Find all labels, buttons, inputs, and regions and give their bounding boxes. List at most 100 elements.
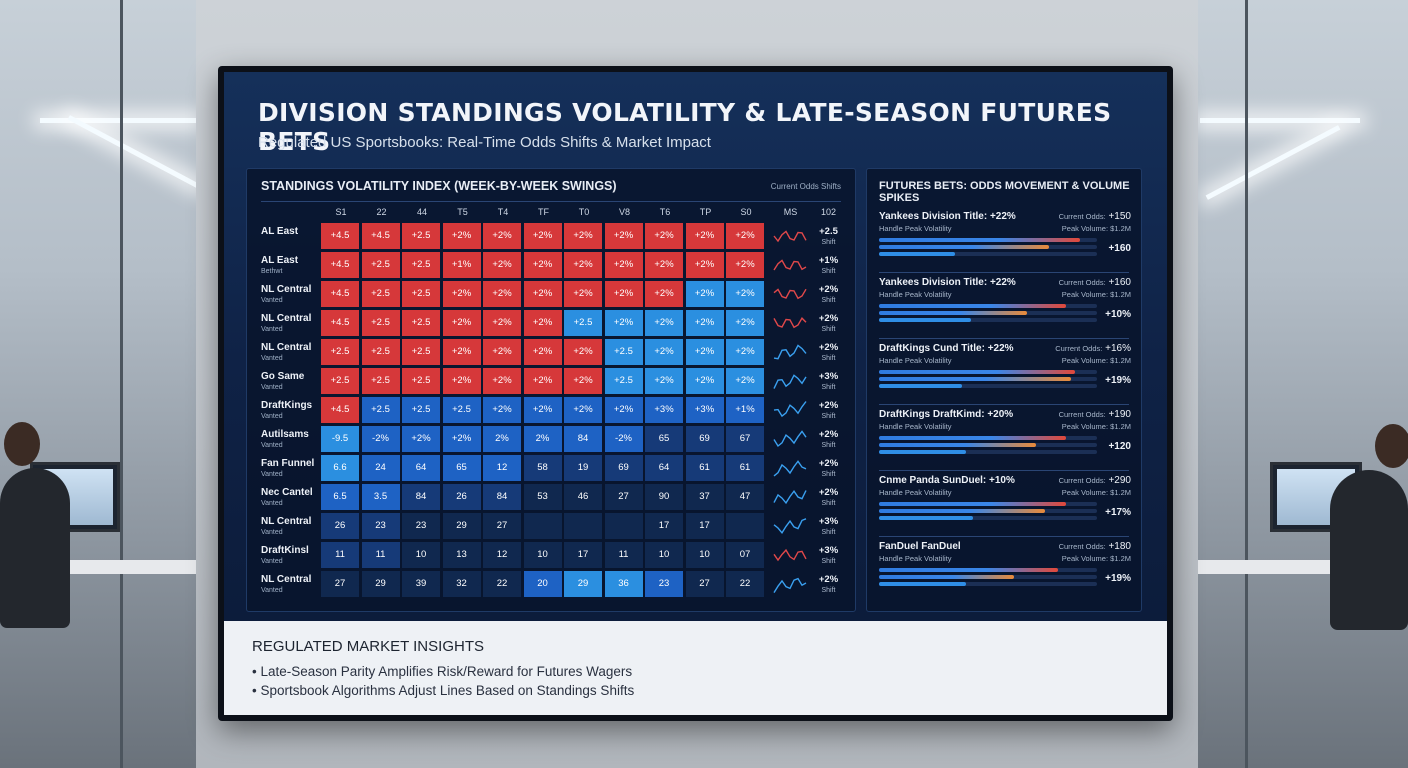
volatility-cell[interactable]: +2% (483, 368, 521, 394)
volatility-cell[interactable]: 65 (442, 455, 481, 481)
volatility-cell[interactable]: 10 (402, 542, 440, 568)
volatility-cell[interactable]: 10 (645, 542, 683, 568)
volatility-cell[interactable]: +2% (442, 310, 481, 336)
volatility-cell[interactable]: 12 (483, 542, 521, 568)
volatility-cell[interactable]: +3% (645, 397, 683, 423)
volatility-cell[interactable]: 13 (442, 542, 481, 568)
volatility-cell[interactable]: +1% (726, 397, 764, 423)
volatility-cell[interactable]: +1% (442, 252, 481, 278)
volatility-cell[interactable]: +2% (483, 339, 521, 365)
volatility-cell[interactable]: 11 (321, 542, 359, 568)
volatility-cell[interactable]: 46 (564, 484, 602, 510)
volatility-cell[interactable]: +2.5 (402, 223, 440, 249)
volatility-cell[interactable]: +2% (685, 339, 724, 365)
volatility-cell[interactable]: +2% (645, 252, 683, 278)
volatility-cell[interactable]: 26 (442, 484, 481, 510)
volatility-cell[interactable]: 47 (726, 484, 764, 510)
volatility-cell[interactable]: +2% (523, 339, 562, 365)
futures-item[interactable]: Yankees Division Title: +22% Handle Peak … (879, 211, 1131, 273)
volatility-cell[interactable]: +2% (726, 252, 764, 278)
volatility-cell[interactable]: +2% (604, 252, 643, 278)
volatility-cell[interactable]: +2% (483, 223, 521, 249)
volatility-cell[interactable]: +4.5 (361, 223, 400, 249)
volatility-cell[interactable]: +2.5 (361, 281, 400, 307)
volatility-cell[interactable]: 2% (483, 426, 521, 452)
volatility-cell[interactable]: +2.5 (402, 339, 440, 365)
volatility-cell[interactable]: +2% (442, 223, 481, 249)
volatility-cell[interactable]: +2% (726, 368, 764, 394)
volatility-cell[interactable]: 27 (321, 571, 359, 597)
volatility-cell[interactable] (564, 513, 602, 539)
volatility-cell[interactable]: +2% (402, 426, 440, 452)
volatility-cell[interactable]: +2.5 (361, 339, 400, 365)
volatility-cell[interactable]: +2.5 (402, 368, 440, 394)
volatility-cell[interactable]: 23 (402, 513, 440, 539)
volatility-cell[interactable]: +2.5 (321, 368, 359, 394)
volatility-cell[interactable] (523, 513, 562, 539)
volatility-cell[interactable]: 36 (604, 571, 643, 597)
volatility-cell[interactable]: 23 (645, 571, 683, 597)
volatility-cell[interactable]: +2% (645, 368, 683, 394)
volatility-cell[interactable]: +4.5 (321, 310, 359, 336)
volatility-cell[interactable]: +2.5 (402, 281, 440, 307)
volatility-cell[interactable]: +2% (564, 397, 602, 423)
volatility-cell[interactable]: 27 (685, 571, 724, 597)
volatility-cell[interactable]: 84 (564, 426, 602, 452)
volatility-cell[interactable]: 29 (361, 571, 400, 597)
volatility-cell[interactable]: +2% (483, 281, 521, 307)
volatility-cell[interactable]: +2% (685, 252, 724, 278)
volatility-cell[interactable]: +2% (523, 223, 562, 249)
volatility-cell[interactable]: +2% (442, 281, 481, 307)
volatility-cell[interactable]: +2% (564, 252, 602, 278)
volatility-cell[interactable]: 29 (442, 513, 481, 539)
volatility-cell[interactable]: +2.5 (361, 368, 400, 394)
volatility-cell[interactable]: 69 (604, 455, 643, 481)
volatility-cell[interactable]: 26 (321, 513, 359, 539)
volatility-cell[interactable]: 69 (685, 426, 724, 452)
volatility-cell[interactable]: +2% (604, 397, 643, 423)
volatility-cell[interactable]: +4.5 (321, 397, 359, 423)
volatility-cell[interactable]: +2% (564, 368, 602, 394)
volatility-cell[interactable]: 61 (726, 455, 764, 481)
volatility-cell[interactable]: 17 (564, 542, 602, 568)
volatility-cell[interactable]: 23 (361, 513, 400, 539)
volatility-cell[interactable]: +3% (685, 397, 724, 423)
volatility-cell[interactable]: +2% (685, 223, 724, 249)
volatility-cell[interactable]: +2% (483, 310, 521, 336)
volatility-cell[interactable]: +2% (523, 252, 562, 278)
volatility-cell[interactable]: 3.5 (361, 484, 400, 510)
volatility-cell[interactable]: 19 (564, 455, 602, 481)
volatility-cell[interactable]: +2% (564, 339, 602, 365)
volatility-cell[interactable]: +2% (726, 310, 764, 336)
futures-item[interactable]: FanDuel FanDuel Handle Peak Volatility Pea… (879, 541, 1131, 603)
volatility-cell[interactable]: 27 (483, 513, 521, 539)
futures-item[interactable]: Yankees Division Title: +22% Handle Peak … (879, 277, 1131, 339)
volatility-cell[interactable]: 64 (402, 455, 440, 481)
volatility-cell[interactable]: 32 (442, 571, 481, 597)
volatility-cell[interactable]: +2.5 (321, 339, 359, 365)
volatility-cell[interactable]: 37 (685, 484, 724, 510)
volatility-cell[interactable]: +2% (645, 281, 683, 307)
volatility-cell[interactable]: +2% (645, 339, 683, 365)
volatility-cell[interactable]: 07 (726, 542, 764, 568)
volatility-cell[interactable]: +2% (685, 281, 724, 307)
volatility-cell[interactable]: +2% (564, 223, 602, 249)
volatility-cell[interactable]: +2% (685, 310, 724, 336)
volatility-cell[interactable]: +2% (523, 397, 562, 423)
volatility-cell[interactable]: +2.5 (604, 368, 643, 394)
volatility-cell[interactable]: 58 (523, 455, 562, 481)
volatility-cell[interactable]: 6.5 (321, 484, 359, 510)
volatility-cell[interactable]: 11 (361, 542, 400, 568)
volatility-cell[interactable]: +2% (645, 223, 683, 249)
volatility-cell[interactable]: +2.5 (604, 339, 643, 365)
volatility-cell[interactable]: +2% (645, 310, 683, 336)
futures-item[interactable]: DraftKings Cund Title: +22% Handle Peak V… (879, 343, 1131, 405)
volatility-cell[interactable]: +2% (442, 426, 481, 452)
volatility-cell[interactable]: +2% (726, 223, 764, 249)
volatility-cell[interactable]: +4.5 (321, 223, 359, 249)
volatility-cell[interactable]: +2% (685, 368, 724, 394)
volatility-cell[interactable]: +2% (726, 339, 764, 365)
volatility-cell[interactable]: +2% (483, 397, 521, 423)
volatility-cell[interactable]: 39 (402, 571, 440, 597)
volatility-cell[interactable]: +2% (604, 223, 643, 249)
